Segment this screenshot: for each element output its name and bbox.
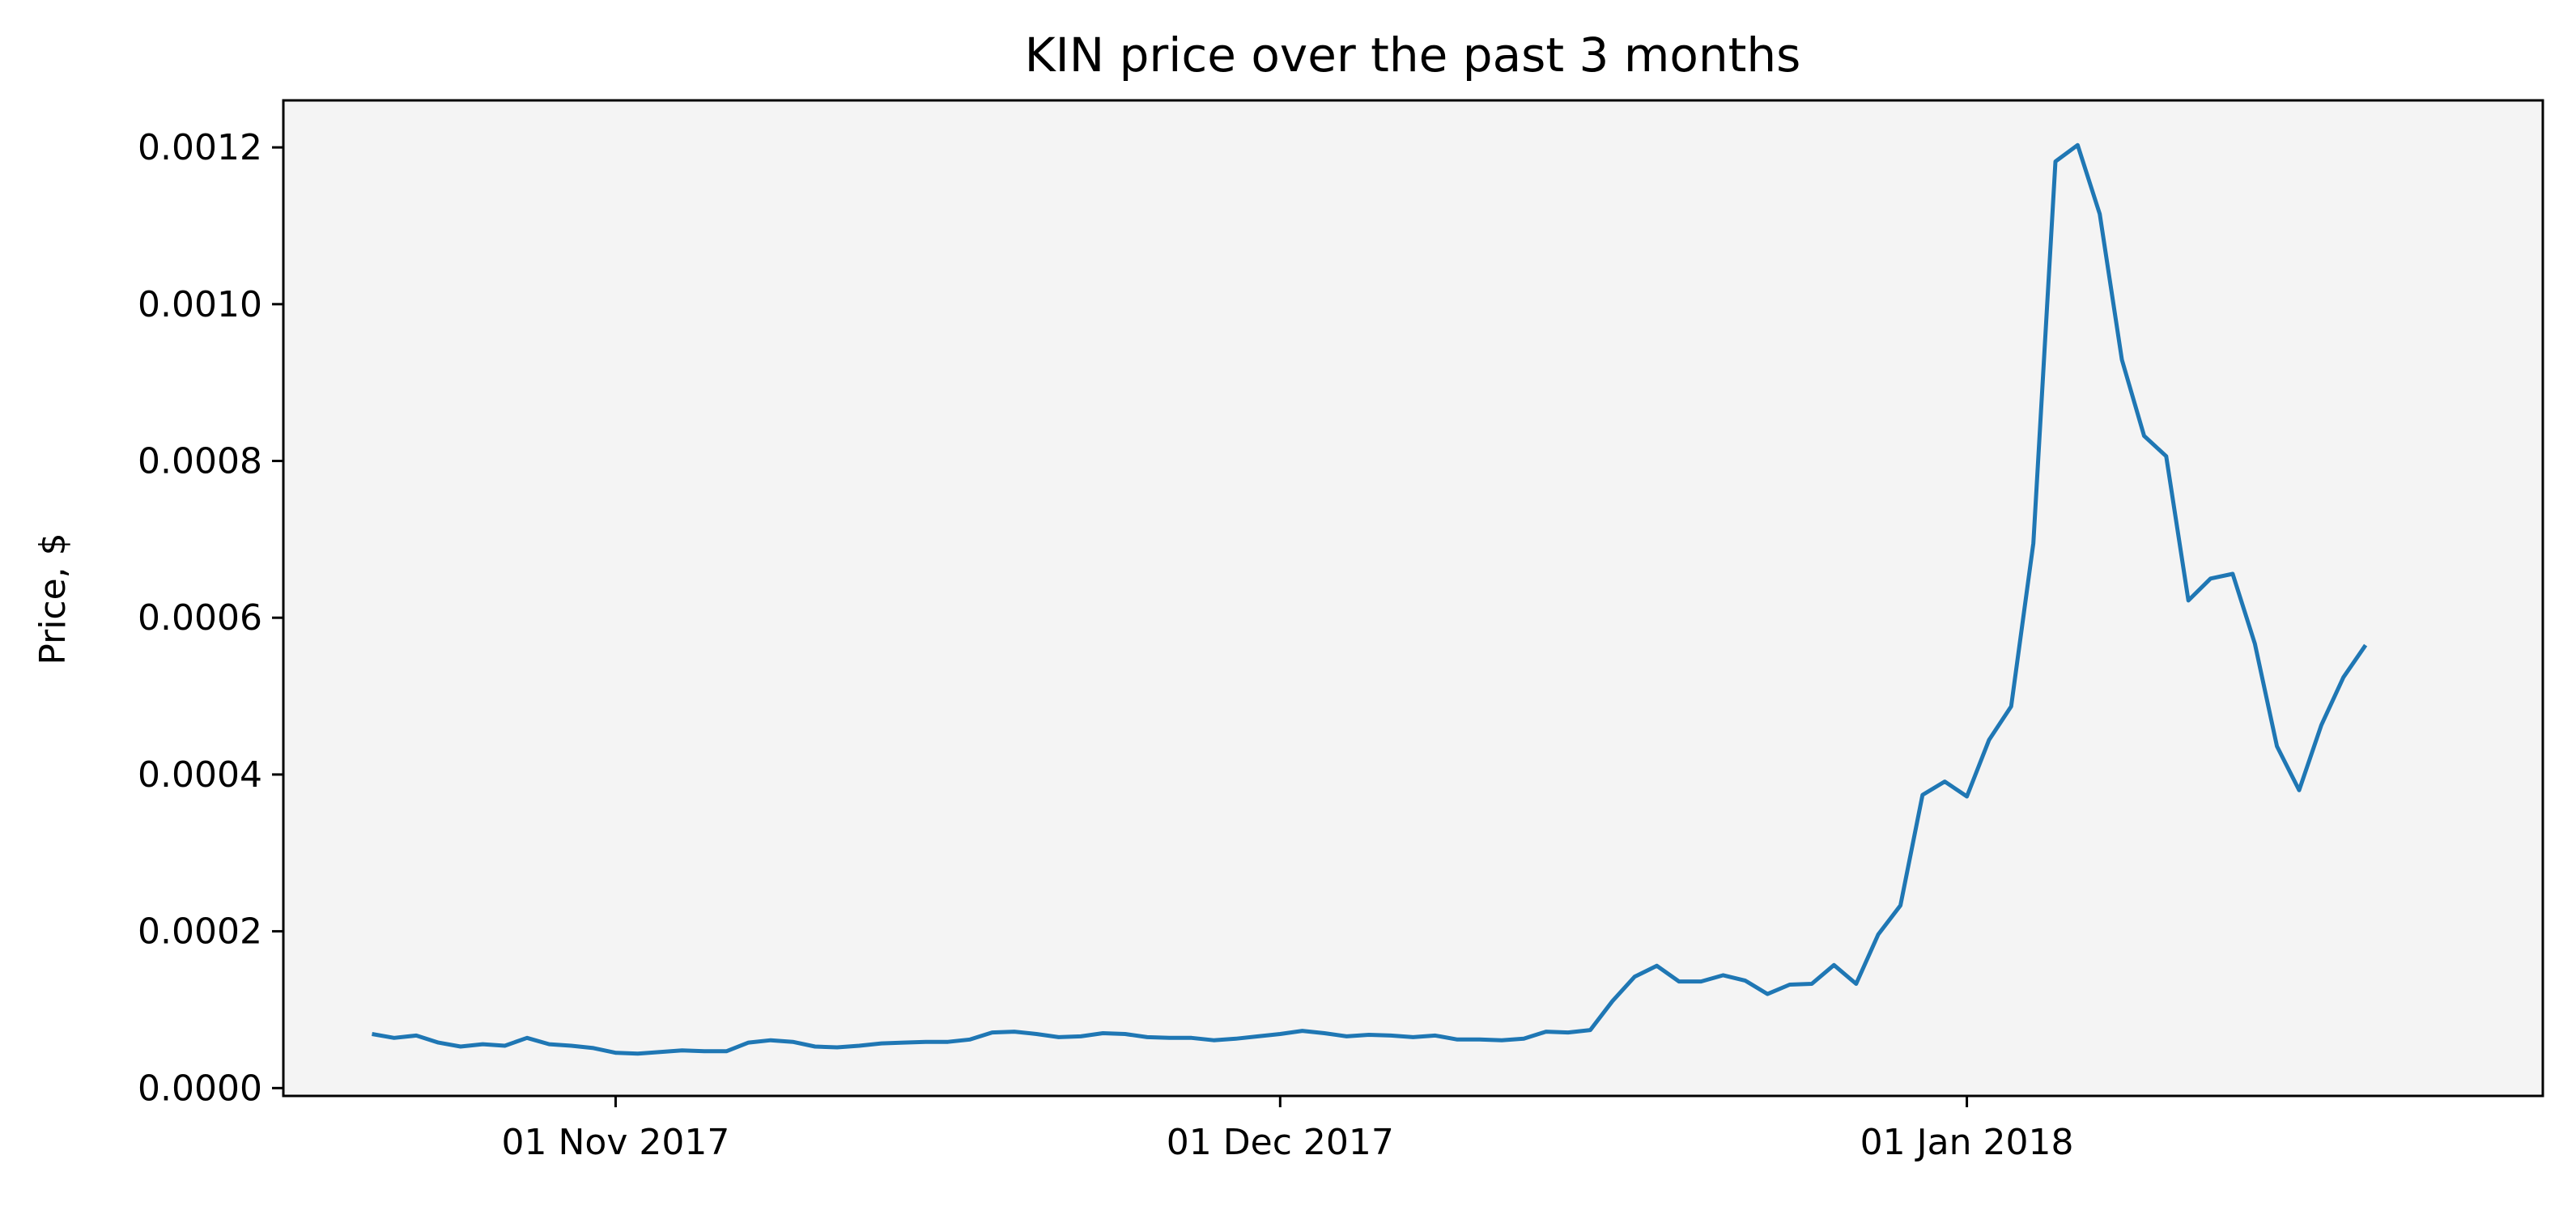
price-line	[372, 142, 2368, 1056]
x-axis: 01 Nov 2017 01 Dec 2017 01 Jan 2018	[502, 1096, 2074, 1163]
x-tick-label: 01 Jan 2018	[1860, 1122, 2074, 1163]
chart-title: KIN price over the past 3 months	[1025, 28, 1801, 83]
x-tick-label: 01 Dec 2017	[1167, 1122, 1394, 1163]
x-tick-label: 01 Nov 2017	[502, 1122, 730, 1163]
y-tick-label: 0.0004	[138, 754, 262, 796]
plot-frame	[282, 99, 2544, 1098]
plot-area	[283, 100, 2543, 1096]
y-tick-label: 0.0008	[138, 441, 262, 482]
y-tick-label: 0.0000	[138, 1068, 262, 1109]
y-tick-label: 0.0002	[138, 911, 262, 953]
y-tick-label: 0.0006	[138, 597, 262, 639]
y-tick-label: 0.0010	[138, 284, 262, 325]
y-axis-label: Price, $	[32, 533, 74, 665]
y-tick-label: 0.0012	[138, 127, 262, 168]
y-axis: 0.0000 0.0002 0.0004 0.0006 0.0008 0.0010 0.00…	[138, 127, 283, 1109]
